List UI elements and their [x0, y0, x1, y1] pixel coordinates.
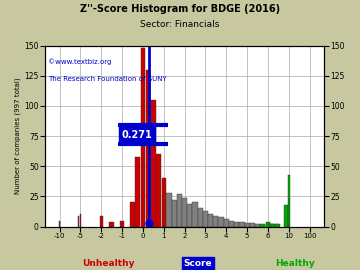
- Bar: [59, 221, 60, 227]
- Y-axis label: Number of companies (997 total): Number of companies (997 total): [15, 78, 22, 194]
- Bar: [239, 222, 244, 227]
- Bar: [276, 224, 280, 227]
- Text: Sector: Financials: Sector: Financials: [140, 20, 220, 29]
- Bar: [198, 208, 203, 227]
- Bar: [182, 198, 187, 227]
- Bar: [203, 211, 208, 227]
- Bar: [224, 219, 229, 227]
- Bar: [166, 193, 172, 227]
- Text: Z''-Score Histogram for BDGE (2016): Z''-Score Histogram for BDGE (2016): [80, 4, 280, 14]
- Bar: [250, 223, 255, 227]
- Bar: [266, 224, 273, 227]
- Text: Unhealthy: Unhealthy: [82, 259, 134, 268]
- Bar: [288, 175, 290, 227]
- Bar: [162, 178, 166, 227]
- Bar: [219, 217, 224, 227]
- Bar: [151, 100, 156, 227]
- Bar: [269, 224, 273, 227]
- Bar: [109, 222, 114, 227]
- Bar: [141, 48, 145, 227]
- Bar: [120, 221, 125, 227]
- Bar: [80, 214, 81, 227]
- Bar: [156, 154, 161, 227]
- Text: 0.271: 0.271: [121, 130, 152, 140]
- Bar: [177, 194, 182, 227]
- Bar: [266, 222, 270, 227]
- Bar: [271, 224, 275, 227]
- Bar: [135, 157, 140, 227]
- Bar: [130, 202, 135, 227]
- Bar: [284, 205, 288, 227]
- Bar: [172, 200, 177, 227]
- Bar: [100, 216, 103, 227]
- Bar: [244, 223, 250, 227]
- Bar: [255, 224, 260, 227]
- Text: Healthy: Healthy: [275, 259, 315, 268]
- Text: The Research Foundation of SUNY: The Research Foundation of SUNY: [48, 76, 167, 82]
- Bar: [260, 224, 265, 227]
- Text: Score: Score: [184, 259, 212, 268]
- Bar: [234, 222, 239, 227]
- Bar: [274, 224, 278, 227]
- Bar: [78, 216, 79, 227]
- Bar: [187, 204, 193, 227]
- Bar: [229, 221, 234, 227]
- Bar: [208, 214, 213, 227]
- Bar: [213, 216, 219, 227]
- Text: ©www.textbiz.org: ©www.textbiz.org: [48, 58, 111, 65]
- Bar: [146, 70, 150, 227]
- Bar: [193, 202, 198, 227]
